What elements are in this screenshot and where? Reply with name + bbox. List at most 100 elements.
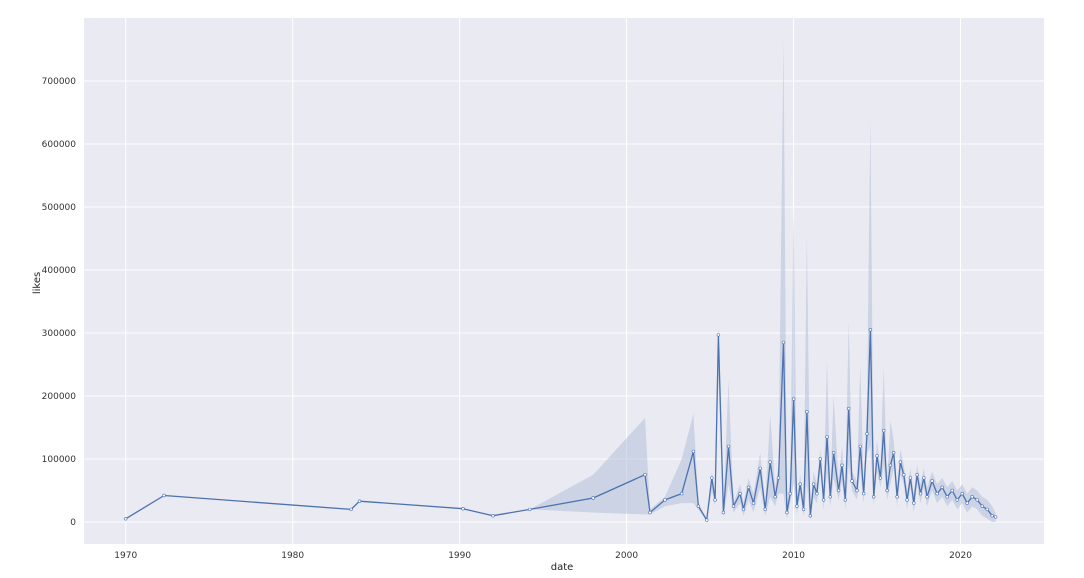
data-point <box>726 444 731 449</box>
data-point <box>696 504 701 508</box>
y-tick-label: 600000 <box>42 140 77 150</box>
data-point <box>704 518 709 522</box>
data-point <box>491 513 495 518</box>
data-point <box>821 498 826 502</box>
data-point <box>788 491 792 496</box>
x-tick-label: 1980 <box>281 551 304 561</box>
y-tick-label: 300000 <box>42 329 77 339</box>
data-point <box>975 498 979 502</box>
data-point <box>357 499 362 503</box>
x-tick-label: 1990 <box>448 551 471 561</box>
data-point <box>935 491 939 496</box>
x-axis-title: date <box>551 562 574 573</box>
y-tick-label: 700000 <box>42 77 77 87</box>
data-point <box>858 444 862 449</box>
data-point <box>591 496 595 500</box>
data-point <box>960 491 964 496</box>
data-point <box>922 476 926 480</box>
y-tick-label: 200000 <box>42 392 77 402</box>
data-point <box>878 476 883 480</box>
data-point <box>831 451 836 455</box>
data-point <box>808 513 812 518</box>
data-point <box>713 498 717 502</box>
data-point <box>805 410 809 414</box>
data-point <box>836 488 841 493</box>
data-point <box>751 501 756 505</box>
data-points <box>123 328 998 522</box>
y-tick-label: 400000 <box>42 266 77 276</box>
data-point <box>648 510 652 515</box>
data-point <box>970 495 974 499</box>
data-point <box>716 333 721 337</box>
data-point <box>905 498 909 502</box>
data-point <box>663 498 667 502</box>
data-point <box>865 432 869 436</box>
data-point <box>902 473 906 477</box>
data-point <box>123 517 128 521</box>
data-point <box>908 476 913 480</box>
x-tick-label: 1970 <box>114 551 137 561</box>
data-point <box>776 476 781 480</box>
data-point <box>691 449 696 454</box>
data-point <box>768 460 772 464</box>
data-point <box>795 504 799 508</box>
data-point <box>773 495 777 499</box>
data-point <box>885 488 889 493</box>
data-point <box>955 498 959 502</box>
data-point <box>846 406 851 411</box>
data-point <box>763 507 767 512</box>
data-point <box>888 463 893 467</box>
data-point <box>528 507 532 512</box>
data-point <box>758 466 762 471</box>
data-point <box>993 515 998 519</box>
data-point <box>840 463 844 467</box>
data-point <box>815 491 819 496</box>
data-point <box>990 513 994 518</box>
data-point <box>741 507 746 512</box>
data-point <box>940 485 944 489</box>
x-tick-label: 2010 <box>782 551 805 561</box>
data-point <box>798 482 802 486</box>
data-point <box>791 397 796 401</box>
data-point <box>898 460 903 464</box>
y-tick-label: 100000 <box>42 455 77 465</box>
data-point <box>930 479 934 483</box>
x-tick-label: 2000 <box>615 551 638 561</box>
data-point <box>861 491 866 496</box>
data-point <box>781 340 786 345</box>
data-point <box>738 491 742 496</box>
data-point <box>679 491 684 496</box>
data-point <box>818 457 822 461</box>
y-axis-ticks: 0 100000 200000 300000 400000 500000 600000 700… <box>42 77 77 528</box>
y-tick-label: 500000 <box>42 203 77 213</box>
data-point <box>162 493 166 498</box>
data-point <box>828 495 832 499</box>
data-point <box>980 504 984 508</box>
data-point <box>950 488 954 493</box>
data-point <box>785 510 789 515</box>
x-tick-label: 2020 <box>949 551 972 561</box>
data-point <box>349 507 353 512</box>
data-point <box>918 491 923 496</box>
grid <box>84 18 1044 544</box>
data-point <box>746 485 751 489</box>
y-tick-label: 0 <box>70 518 76 528</box>
data-point <box>912 501 916 505</box>
data-point <box>643 473 647 477</box>
data-point <box>891 451 896 455</box>
x-axis-ticks: 1970 1980 1990 2000 2010 2020 <box>114 551 972 561</box>
data-point <box>811 482 816 486</box>
data-point <box>868 328 873 332</box>
data-point <box>825 435 829 439</box>
data-point <box>850 479 854 483</box>
y-axis-title: likes <box>32 272 43 294</box>
data-point <box>721 510 726 515</box>
data-point <box>965 501 969 505</box>
data-point <box>985 507 989 512</box>
data-point <box>875 454 879 458</box>
data-point <box>871 495 876 499</box>
data-point <box>945 495 949 499</box>
data-point <box>855 488 859 493</box>
